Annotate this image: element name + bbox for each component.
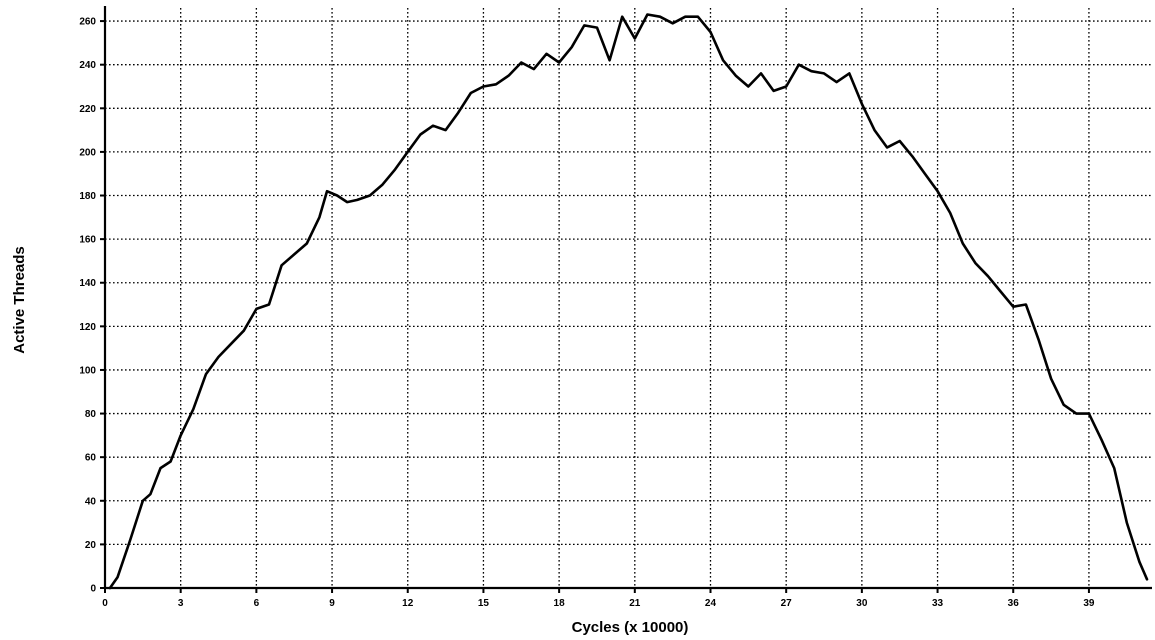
y-tick-label-180: 180 xyxy=(79,191,96,202)
x-tick-label-15: 15 xyxy=(478,598,490,609)
x-tick-label-36: 36 xyxy=(1008,598,1020,609)
series-line-0 xyxy=(108,13,1149,590)
x-tick-label-39: 39 xyxy=(1083,598,1095,609)
x-tick-label-6: 6 xyxy=(254,598,260,609)
x-axis-ticks: 0 3 6 9 12 15 18 21 24 27 30 33 36 39 xyxy=(102,588,1095,609)
x-tick-label-12: 12 xyxy=(402,598,414,609)
y-tick-label-80: 80 xyxy=(85,409,97,420)
y-tick-label-120: 120 xyxy=(79,322,96,333)
y-tick-label-160: 160 xyxy=(79,235,96,246)
y-tick-label-220: 220 xyxy=(79,104,96,115)
y-tick-label-140: 140 xyxy=(79,278,96,289)
x-tick-label-30: 30 xyxy=(856,598,868,609)
y-axis-ticks: 0 20 40 60 80 100 120 140 160 180 200 220 240 260 xyxy=(79,17,105,595)
x-tick-label-27: 27 xyxy=(781,598,793,609)
y-tick-label-40: 40 xyxy=(85,496,97,507)
y-tick-label-260: 260 xyxy=(79,17,96,28)
x-tick-label-3: 3 xyxy=(178,598,184,609)
y-tick-label-240: 240 xyxy=(79,60,96,71)
x-tick-label-33: 33 xyxy=(932,598,944,609)
y-tick-label-0: 0 xyxy=(90,584,96,595)
x-tick-label-18: 18 xyxy=(554,598,566,609)
axes xyxy=(103,6,1152,590)
x-tick-label-21: 21 xyxy=(629,598,641,609)
grid-lines xyxy=(105,8,1152,588)
x-tick-label-9: 9 xyxy=(329,598,335,609)
x-tick-label-24: 24 xyxy=(705,598,717,609)
y-tick-label-100: 100 xyxy=(79,365,96,376)
y-tick-label-200: 200 xyxy=(79,147,96,158)
series-group xyxy=(108,13,1149,590)
y-tick-label-60: 60 xyxy=(85,453,97,464)
x-tick-label-0: 0 xyxy=(102,598,108,609)
y-tick-label-20: 20 xyxy=(85,540,97,551)
y-axis-title: Active Threads xyxy=(11,246,28,354)
x-axis-title: Cycles (x 10000) xyxy=(572,619,689,636)
